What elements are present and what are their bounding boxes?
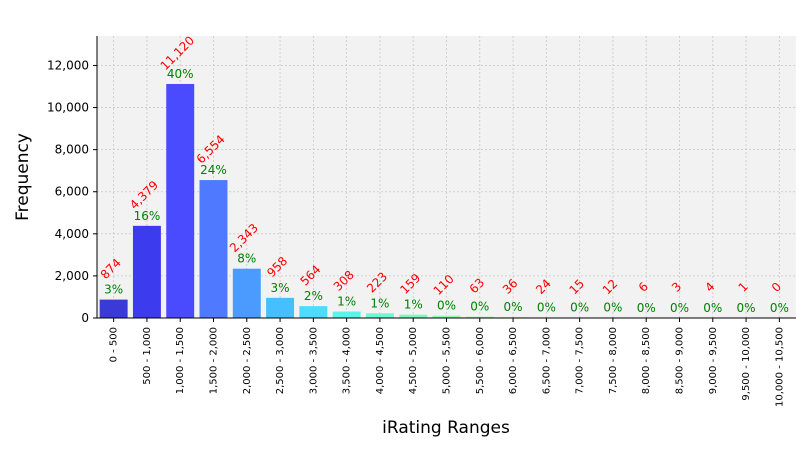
- x-tick-label: 0 - 500: [109, 327, 120, 362]
- percent-label: 0%: [703, 301, 722, 315]
- y-tick-label: 10,000: [47, 101, 89, 115]
- y-tick-label: 0: [81, 311, 89, 325]
- x-tick-label: 4,000 - 4,500: [375, 327, 386, 394]
- percent-label: 0%: [770, 301, 789, 315]
- percent-label: 0%: [504, 300, 523, 314]
- x-tick-label: 8,000 - 8,500: [641, 327, 652, 394]
- bar: [432, 315, 461, 318]
- bar: [99, 299, 128, 318]
- bar: [465, 316, 494, 318]
- percent-label: 8%: [237, 252, 256, 266]
- y-tick-label: 12,000: [47, 58, 89, 72]
- x-tick-label: 5,000 - 5,500: [442, 327, 453, 394]
- bar: [199, 180, 228, 318]
- x-tick-label: 500 - 1,000: [142, 327, 153, 385]
- x-tick-label: 1,500 - 2,000: [209, 327, 220, 394]
- percent-label: 3%: [271, 281, 290, 295]
- bar: [299, 306, 328, 318]
- bar: [166, 83, 195, 318]
- x-tick-label: 1,000 - 1,500: [175, 327, 186, 394]
- bars: [99, 83, 761, 318]
- percent-label: 0%: [737, 301, 756, 315]
- x-tick-label: 3,500 - 4,000: [342, 327, 353, 394]
- y-axis-label: Frequency: [13, 133, 33, 221]
- percent-label: 1%: [337, 295, 356, 309]
- percent-label: 0%: [670, 301, 689, 315]
- x-tick-label: 6,000 - 6,500: [508, 327, 519, 394]
- percent-label: 0%: [603, 301, 622, 315]
- x-axis-ticks: 0 - 500 500 - 1,000 1,000 - 1,500 1,500 - 2…: [109, 318, 785, 407]
- x-tick-label: 4,500 - 5,000: [408, 327, 419, 394]
- x-tick-label: 2,000 - 2,500: [242, 327, 253, 394]
- x-tick-label: 7,500 - 8,000: [608, 327, 619, 394]
- percent-label: 3%: [104, 283, 123, 297]
- percent-label: 16%: [134, 209, 161, 223]
- percent-label: 0%: [537, 300, 556, 314]
- y-tick-label: 8,000: [55, 143, 89, 157]
- bar: [365, 313, 394, 318]
- y-axis-ticks: 0 2,000 4,000 6,000 8,000 10,000 12,000: [47, 58, 97, 325]
- percent-label: 0%: [570, 301, 589, 315]
- percent-label: 2%: [304, 289, 323, 303]
- x-tick-label: 9,000 - 9,500: [708, 327, 719, 394]
- y-tick-label: 2,000: [55, 269, 89, 283]
- x-axis-label: iRating Ranges: [382, 418, 510, 438]
- percent-label: 1%: [404, 298, 423, 312]
- y-tick-label: 4,000: [55, 227, 89, 241]
- x-tick-label: 8,500 - 9,000: [675, 327, 686, 394]
- x-tick-label: 7,000 - 7,500: [575, 327, 586, 394]
- y-tick-label: 6,000: [55, 185, 89, 199]
- bar: [332, 311, 361, 318]
- percent-label: 0%: [437, 299, 456, 313]
- x-tick-label: 2,500 - 3,000: [275, 327, 286, 394]
- bar: [266, 297, 295, 318]
- x-tick-label: 9,500 - 10,000: [741, 327, 752, 401]
- x-tick-label: 5,500 - 6,000: [475, 327, 486, 394]
- bar: [399, 314, 428, 318]
- percent-label: 1%: [370, 296, 389, 310]
- bar: [232, 268, 261, 318]
- percent-label: 0%: [470, 300, 489, 314]
- percent-label: 40%: [167, 67, 194, 81]
- percent-label: 0%: [637, 301, 656, 315]
- x-tick-label: 3,000 - 3,500: [308, 327, 319, 394]
- x-tick-label: 10,000 - 10,500: [774, 327, 785, 407]
- x-tick-label: 6,500 - 7,000: [541, 327, 552, 394]
- percent-label: 24%: [200, 163, 227, 177]
- bar: [132, 225, 161, 318]
